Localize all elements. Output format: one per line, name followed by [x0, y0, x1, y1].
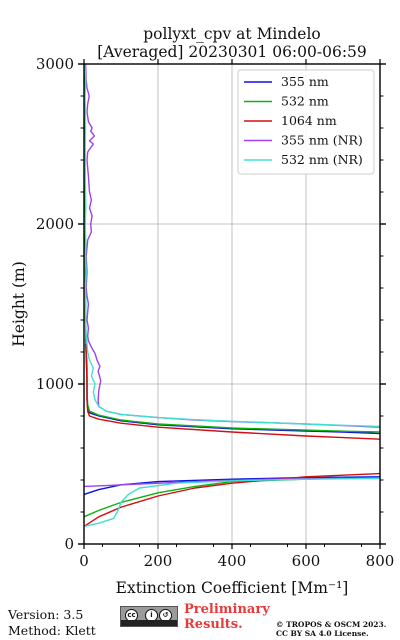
y-axis-label: Height (m)	[10, 261, 28, 347]
by-icon: i	[145, 609, 158, 622]
series-line	[83, 343, 381, 527]
license-band	[121, 620, 177, 626]
y-tick-label: 1000	[36, 375, 74, 393]
legend: 355 nm 532 nm 1064 nm 355 nm (NR) 532 nm (NR…	[237, 69, 375, 175]
preliminary-label-line1: Preliminary	[184, 602, 270, 617]
legend-label: 355 nm	[281, 74, 329, 89]
x-axis-label: Extinction Coefficient [Mm⁻¹]	[116, 579, 349, 597]
copyright-line2: CC BY SA 4.0 License.	[276, 629, 369, 638]
y-tick-label: 3000	[36, 55, 74, 73]
sa-icon: ↺	[159, 609, 172, 622]
copyright-line1: © TROPOS & OSCM 2023.	[276, 620, 387, 629]
y-tick-label: 0	[64, 535, 74, 553]
cc-license-icon: cc i ↺	[120, 606, 178, 627]
x-tick-label: 800	[366, 552, 395, 570]
legend-label: 532 nm (NR)	[281, 152, 363, 167]
legend-label: 355 nm (NR)	[281, 133, 363, 148]
series-line	[83, 63, 381, 528]
footer: Version: 3.5 Method: Klett cc i ↺ Prelim…	[0, 600, 400, 640]
y-tick-label: 2000	[36, 215, 74, 233]
preliminary-label-line2: Results.	[184, 617, 243, 632]
series-layer	[83, 63, 381, 528]
legend-box	[237, 69, 375, 175]
legend-label: 1064 nm	[281, 113, 337, 128]
legend-label: 532 nm	[281, 94, 329, 109]
x-tick-label: 400	[218, 552, 247, 570]
x-tick-label: 600	[292, 552, 321, 570]
chart-subtitle: [Averaged] 20230301 06:00-06:59	[97, 43, 367, 61]
x-tick-label: 200	[144, 552, 173, 570]
axis-ticks: 0 200 400 600 800 0 1000 2000 3000	[36, 55, 395, 570]
version-label: Version: 3.5	[8, 607, 84, 622]
x-axis-label-text: Extinction Coefficient [Mm⁻¹]	[116, 579, 349, 597]
x-tick-label: 0	[79, 552, 89, 570]
method-label: Method: Klett	[8, 623, 96, 638]
chart-title: pollyxt_cpv at Mindelo	[143, 25, 321, 43]
extinction-profile-chart: pollyxt_cpv at Mindelo [Averaged] 202303…	[10, 25, 395, 597]
